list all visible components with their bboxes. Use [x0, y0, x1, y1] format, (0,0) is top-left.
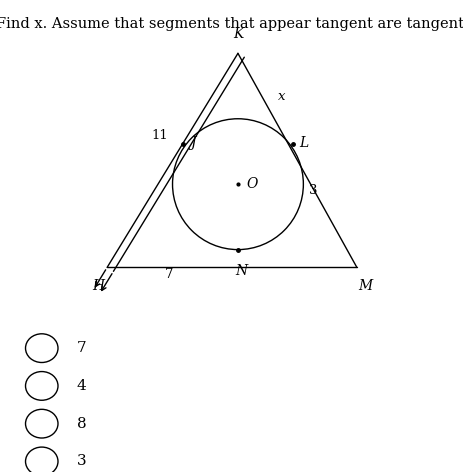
Text: H: H: [92, 279, 104, 293]
Text: J: J: [190, 135, 195, 150]
Text: 7: 7: [165, 269, 174, 281]
Text: 11: 11: [151, 128, 168, 142]
Text: 8: 8: [76, 417, 86, 430]
Text: 7: 7: [76, 341, 86, 355]
Text: Find x. Assume that segments that appear tangent are tangent.: Find x. Assume that segments that appear…: [0, 17, 463, 31]
Text: x: x: [277, 90, 285, 103]
Text: K: K: [232, 27, 243, 42]
Text: N: N: [234, 264, 246, 278]
Text: 3: 3: [76, 455, 86, 468]
Text: L: L: [298, 135, 307, 150]
Text: 4: 4: [76, 379, 86, 393]
Text: 3: 3: [309, 184, 317, 197]
Text: O: O: [246, 177, 258, 191]
Text: M: M: [358, 279, 372, 293]
